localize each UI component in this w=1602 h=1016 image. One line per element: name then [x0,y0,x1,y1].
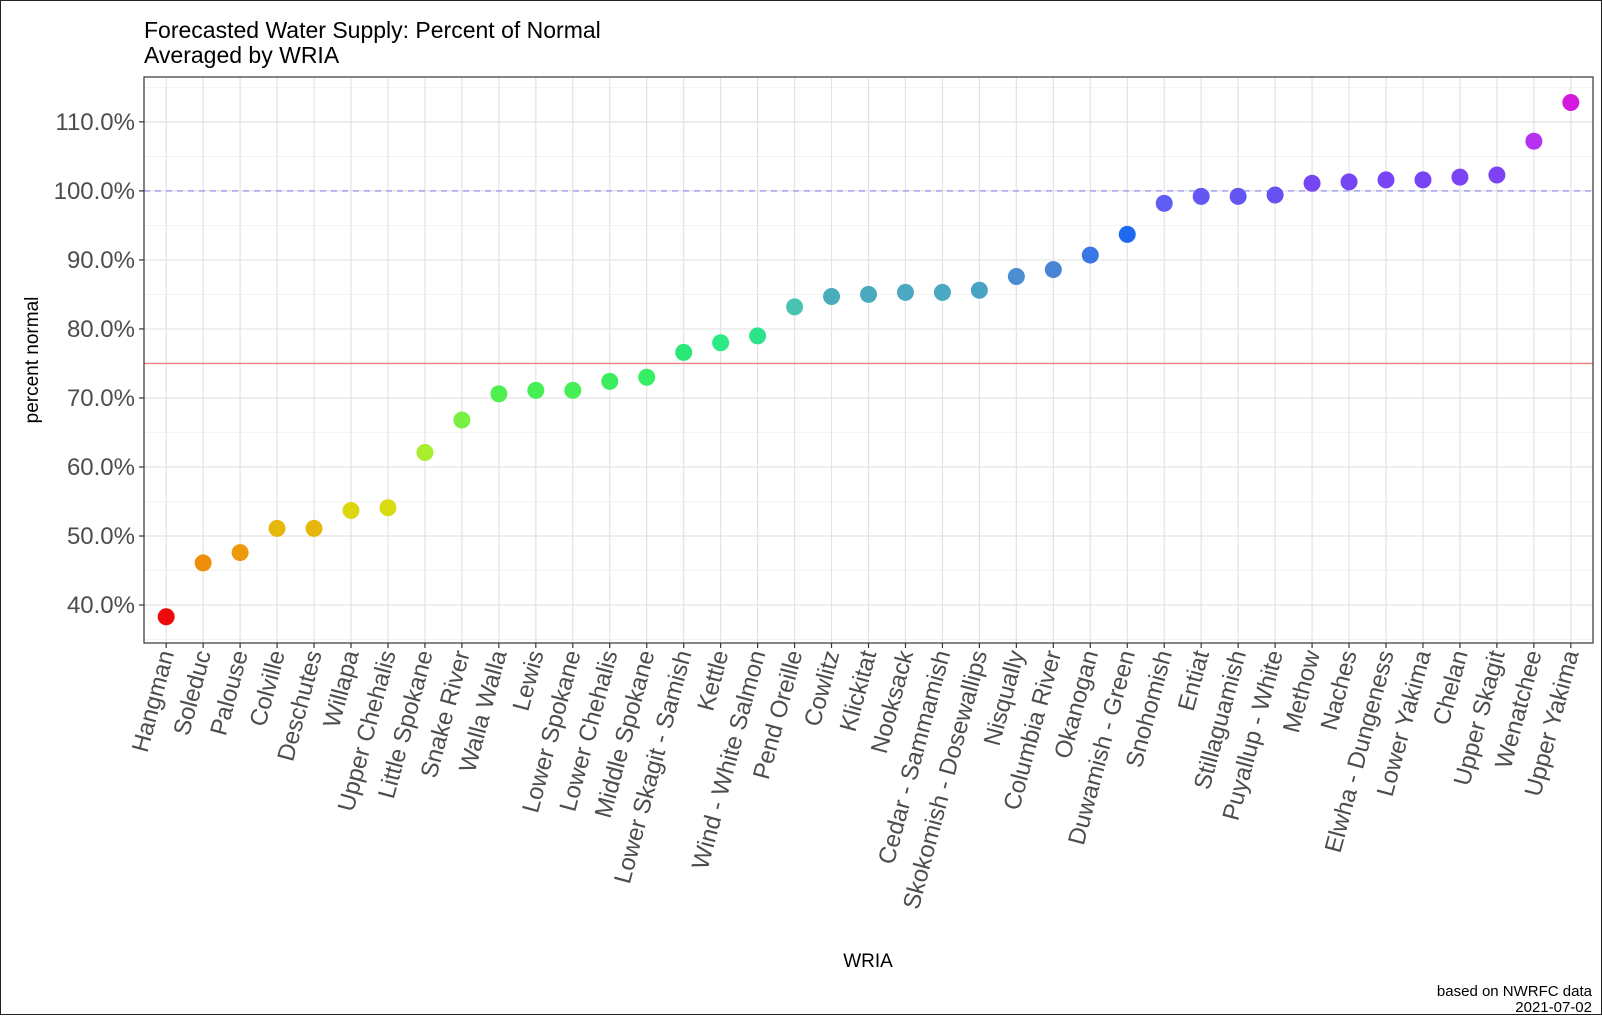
data-point [1155,194,1173,212]
y-tick-label: 110.0% [55,109,135,136]
data-point [1340,173,1358,191]
x-tick-label: Hangman [127,648,180,756]
data-point [194,554,212,572]
data-point [896,283,914,301]
chart-title: Forecasted Water Supply: Percent of Norm… [144,17,601,43]
data-point [1266,186,1284,204]
data-point [231,544,249,562]
y-tick-label: 100.0% [54,178,135,205]
data-point [1303,174,1321,192]
data-point [933,283,951,301]
data-point [749,327,767,345]
data-point [1118,225,1136,243]
data-point [416,443,434,461]
data-point [970,281,988,299]
y-tick-label: 90.0% [67,247,135,274]
x-tick-label: Kettle [692,648,734,714]
data-point [1451,168,1469,186]
y-tick-label: 80.0% [67,316,135,343]
data-point [305,519,323,537]
data-point [1562,94,1580,112]
y-tick-label: 40.0% [67,592,135,619]
x-axis-title: WRIA [843,951,893,972]
data-point [1414,171,1432,189]
chart-subtitle: Averaged by WRIA [144,42,340,68]
data-point [1044,261,1062,279]
data-point [453,411,471,429]
data-point [157,608,175,626]
y-axis: 40.0% 50.0% 60.0% 70.0% 80.0% 90.0% 100.0% 110.… [54,109,144,619]
y-axis-title: percent normal [22,297,43,424]
caption-source: based on NWRFC data [1437,983,1593,1000]
data-point [860,285,877,303]
data-point [1007,267,1025,285]
data-point [527,381,545,399]
grid-major [144,77,1593,643]
y-tick-label: 50.0% [67,523,135,550]
data-point [1377,171,1395,189]
data-point [490,385,508,403]
data-point [1192,187,1210,205]
data-point [786,298,804,316]
data-point [1525,132,1543,150]
data-point [823,287,841,305]
y-tick-label: 70.0% [67,385,135,412]
x-tick-label: Lewis [508,648,550,714]
data-point [675,343,693,361]
data-point [712,334,730,352]
reference-lines [144,190,1593,365]
data-point [379,499,397,517]
data-point [564,381,582,399]
data-point [638,368,656,386]
caption-date: 2021-07-02 [1515,999,1592,1016]
x-axis: HangmanSoleducPalouseColvilleDeschutesWi… [127,643,1585,912]
data-point [1488,166,1506,184]
data-point [342,501,360,519]
y-tick-label: 60.0% [67,454,135,481]
data-point [1229,187,1247,205]
data-point [1081,246,1099,264]
data-point [268,519,286,537]
data-points [157,94,1580,626]
x-tick-label: Entiat [1173,647,1215,714]
data-point [601,372,619,390]
